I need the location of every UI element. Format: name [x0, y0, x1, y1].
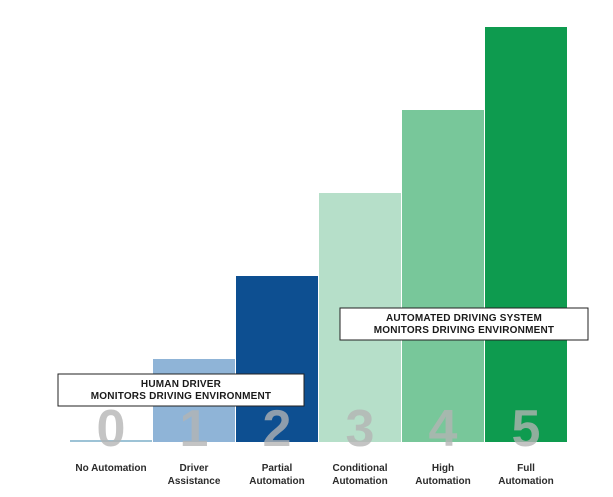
bar-level-2 [236, 276, 318, 442]
category-label-1: Driver Assistance [168, 463, 221, 487]
callouts-layer: HUMAN DRIVER MONITORS DRIVING ENVIRONMENT… [57, 307, 589, 407]
category-label-2: Partial Automation [249, 463, 305, 487]
bar-level-5 [485, 27, 567, 442]
callout-text: AUTOMATED DRIVING SYSTEM MONITORS DRIVING… [374, 313, 554, 336]
level-number-3: 3 [346, 400, 375, 458]
category-label-5: Full Automation [498, 463, 554, 487]
callout-automated-system: AUTOMATED DRIVING SYSTEM MONITORS DRIVING… [339, 307, 589, 341]
level-number-5: 5 [512, 400, 541, 458]
bars-layer [70, 27, 567, 442]
category-label-0: No Automation [75, 463, 146, 474]
level-number-4: 4 [429, 400, 458, 458]
category-labels-layer: No Automation Driver Assistance Partial Auto… [75, 463, 553, 487]
callout-text: HUMAN DRIVER MONITORS DRIVING ENVIRONMENT [91, 379, 271, 402]
level-number-1: 1 [180, 400, 209, 458]
level-number-0: 0 [97, 400, 126, 458]
level-number-2: 2 [263, 400, 292, 458]
callout-box [339, 307, 589, 341]
callout-box [57, 373, 305, 407]
category-label-3: Conditional Automation [332, 463, 388, 487]
bar-level-4 [402, 110, 484, 442]
category-label-4: High Automation [415, 463, 471, 487]
callout-human-driver: HUMAN DRIVER MONITORS DRIVING ENVIRONMENT [57, 373, 305, 407]
